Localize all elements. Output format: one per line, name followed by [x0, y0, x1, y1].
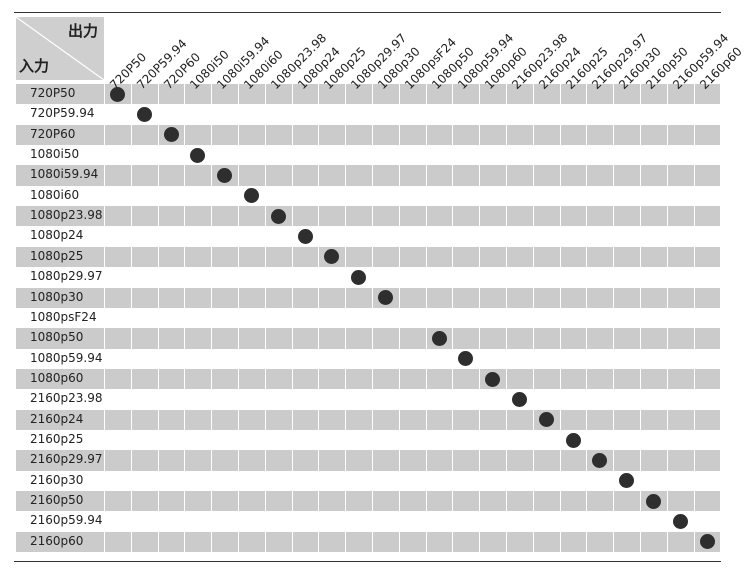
table-row: 1080i59.94 [16, 165, 720, 186]
column-divider [640, 84, 641, 557]
table-row: 2160p25 [16, 430, 720, 450]
row-label: 1080p60 [30, 370, 84, 385]
row-label: 1080p29.97 [30, 269, 103, 284]
table-row: 720P50 [16, 84, 720, 105]
corner-diagonal [16, 17, 104, 80]
column-divider [559, 84, 561, 557]
column-divider [318, 84, 320, 557]
output-axis-label: 出力 [67, 22, 98, 40]
supported-dot [565, 432, 581, 448]
row-label: 720P50 [30, 86, 76, 100]
supported-dot [645, 493, 661, 509]
table-top-rule [14, 12, 721, 13]
row-label: 1080i59.94 [30, 167, 99, 182]
column-divider [211, 84, 213, 557]
row-label: 1080i60 [30, 187, 80, 202]
column-divider [425, 84, 427, 557]
row-label: 720P59.94 [30, 106, 95, 121]
table-corner-header: 出力 入力 [16, 17, 104, 80]
table-row: 1080p25 [16, 246, 720, 268]
table-row: 2160p23.98 [16, 389, 720, 409]
supported-dot [109, 86, 125, 102]
supported-dot [511, 391, 527, 407]
row-label: 1080i50 [30, 147, 80, 162]
supported-dot [458, 351, 474, 367]
supported-dot [619, 473, 635, 489]
row-label: 1080p24 [30, 228, 84, 243]
row-label: 1080p25 [30, 248, 84, 263]
supported-dot [538, 412, 554, 428]
row-label: 2160p30 [30, 472, 84, 487]
table-row: 1080i50 [16, 145, 720, 165]
supported-dot [297, 229, 313, 245]
supported-dot [485, 371, 501, 387]
table-row: 2160p50 [16, 491, 720, 512]
row-label: 2160p60 [30, 533, 84, 548]
table-row: 2160p29.97 [16, 450, 720, 471]
table-row: 1080p60 [16, 368, 720, 390]
table-row: 1080psF24 [16, 308, 720, 328]
column-divider [479, 84, 481, 557]
column-divider [666, 84, 668, 557]
table-row: 1080p30 [16, 287, 720, 308]
column-divider [157, 84, 159, 557]
row-label: 1080p50 [30, 330, 84, 345]
supported-dot [592, 452, 608, 468]
column-divider [398, 84, 400, 557]
supported-dot [377, 290, 393, 306]
supported-dot [270, 208, 286, 224]
row-label: 720P60 [30, 126, 76, 141]
table-row: 2160p60 [16, 531, 720, 553]
supported-dot [699, 534, 715, 550]
row-label: 2160p29.97 [30, 452, 103, 467]
column-divider [693, 84, 695, 557]
row-label: 2160p50 [30, 493, 84, 507]
row-label: 1080p23.98 [30, 208, 103, 223]
row-label: 1080p30 [30, 289, 84, 304]
column-divider [104, 84, 105, 557]
column-divider [264, 84, 266, 557]
column-divider [345, 84, 347, 557]
table-row: 1080p59.94 [16, 349, 720, 369]
supported-dot [324, 249, 340, 265]
supported-dot [190, 147, 206, 163]
column-divider [130, 84, 132, 557]
column-divider [532, 84, 534, 557]
table-row: 1080p29.97 [16, 267, 720, 287]
supported-dot [217, 168, 233, 184]
supported-dot [243, 188, 259, 204]
supported-dot [136, 107, 152, 123]
supported-dot [351, 269, 367, 285]
table-row: 1080p50 [16, 328, 720, 349]
column-divider [238, 84, 239, 557]
column-divider [291, 84, 293, 557]
table-row: 720P59.94 [16, 104, 720, 124]
row-label: 2160p25 [30, 431, 84, 446]
column-divider [184, 84, 186, 557]
column-divider [506, 84, 507, 557]
table-row: 720P60 [16, 124, 720, 146]
table-row: 1080p24 [16, 226, 720, 246]
row-label: 1080p59.94 [30, 350, 103, 365]
table-row: 2160p30 [16, 471, 720, 491]
supported-dot [672, 514, 688, 530]
column-divider [452, 84, 454, 557]
table-row: 2160p24 [16, 409, 720, 430]
input-axis-label: 入力 [19, 57, 50, 75]
supported-dot [163, 127, 179, 143]
row-label: 2160p59.94 [30, 513, 103, 528]
row-label: 2160p23.98 [30, 391, 103, 406]
table-row: 2160p59.94 [16, 511, 720, 531]
table-bottom-rule [14, 561, 721, 562]
column-divider [586, 84, 588, 557]
column-divider [613, 84, 615, 557]
table-row: 1080p23.98 [16, 206, 720, 227]
row-label: 1080psF24 [30, 309, 97, 324]
table-row: 1080i60 [16, 186, 720, 206]
row-label: 2160p24 [30, 411, 84, 426]
column-divider [372, 84, 373, 557]
supported-dot [431, 330, 447, 346]
